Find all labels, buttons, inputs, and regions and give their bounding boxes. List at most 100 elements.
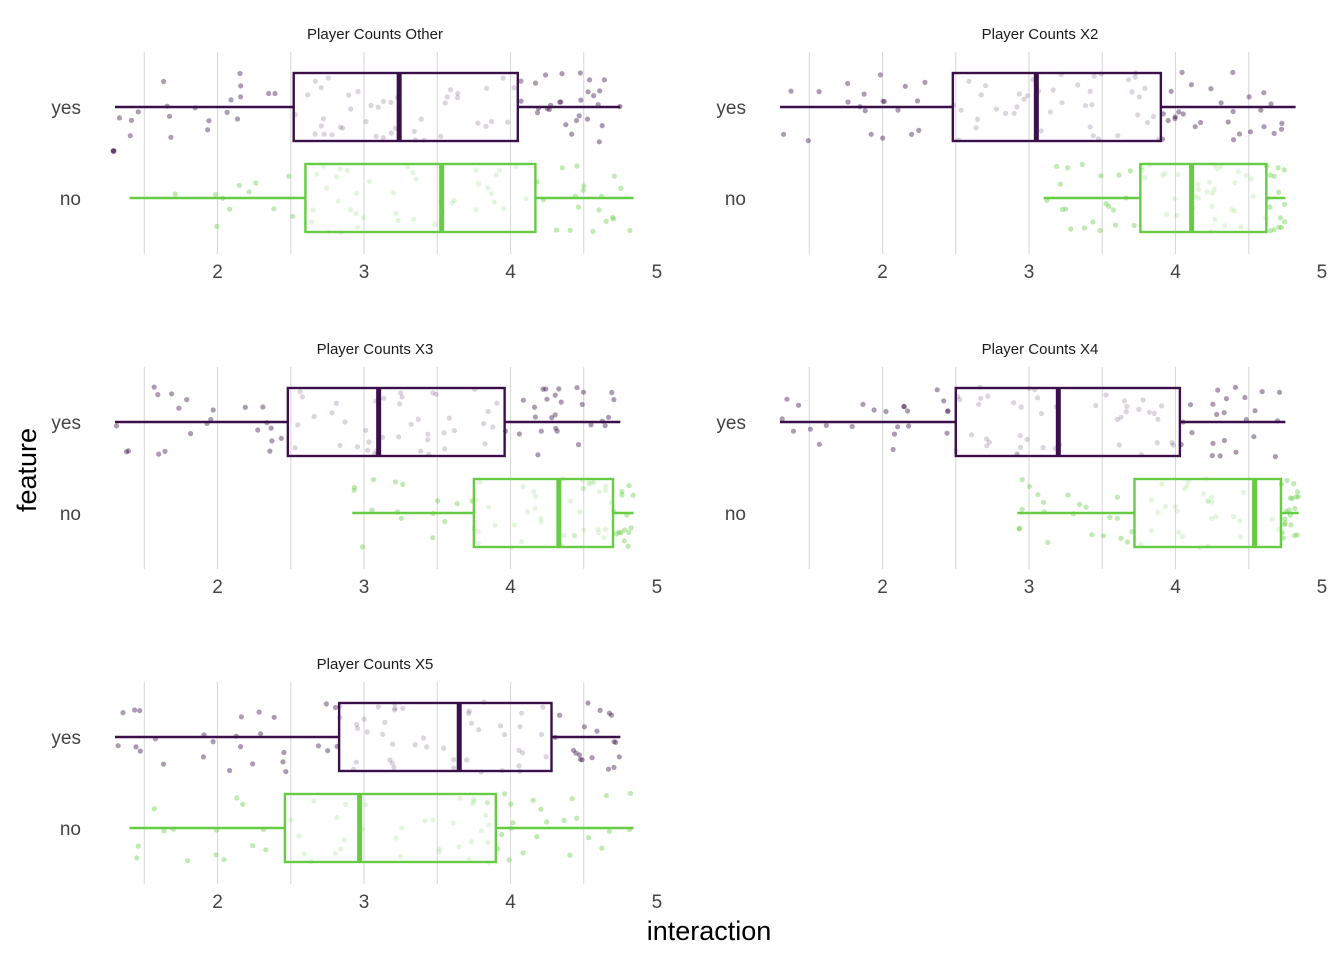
data-point	[914, 98, 921, 104]
data-point	[486, 504, 492, 510]
data-point	[493, 172, 499, 178]
data-point	[984, 443, 990, 449]
data-point	[1089, 532, 1095, 538]
x-tick-label: 5	[1317, 577, 1328, 598]
data-point	[415, 416, 421, 422]
data-point	[305, 92, 311, 98]
data-point	[1011, 110, 1017, 116]
data-point	[1209, 203, 1215, 209]
data-point	[574, 385, 580, 391]
data-point	[392, 125, 398, 131]
data-point	[602, 423, 608, 429]
box-no	[129, 162, 634, 236]
data-point	[1209, 494, 1215, 500]
data-point	[420, 735, 427, 741]
y-category-label: yes	[51, 413, 81, 434]
data-point	[984, 436, 990, 442]
data-point	[1278, 126, 1285, 132]
data-point	[1103, 201, 1109, 207]
data-point	[619, 492, 625, 498]
data-point	[381, 395, 387, 401]
data-point	[591, 93, 597, 99]
data-point	[329, 410, 335, 416]
data-point	[366, 439, 372, 445]
data-point	[250, 761, 256, 767]
data-point	[485, 408, 491, 415]
data-point	[619, 488, 625, 495]
box-no	[351, 476, 636, 551]
data-point	[227, 767, 233, 774]
data-point	[1215, 387, 1221, 393]
data-point	[860, 401, 866, 407]
x-tick-label: 4	[1170, 577, 1181, 598]
data-point	[1135, 112, 1141, 118]
data-point	[531, 489, 537, 495]
data-point	[1275, 165, 1281, 171]
data-point	[1206, 179, 1212, 185]
data-point	[1063, 206, 1069, 212]
data-point	[1170, 442, 1176, 448]
data-point	[1276, 389, 1283, 395]
data-point	[120, 710, 126, 716]
data-point	[540, 386, 546, 392]
data-point	[518, 78, 524, 84]
data-point	[1016, 525, 1022, 532]
data-point	[490, 424, 496, 430]
data-point	[1268, 101, 1274, 107]
data-point	[160, 761, 167, 767]
data-point	[553, 425, 559, 431]
data-point	[1089, 102, 1095, 108]
data-point	[1279, 120, 1285, 126]
data-point	[213, 852, 219, 858]
data-point	[321, 131, 327, 137]
data-point	[1282, 520, 1288, 526]
data-point	[1113, 222, 1119, 228]
data-point	[1176, 109, 1182, 115]
box-iqr	[1133, 477, 1283, 549]
data-point	[589, 755, 595, 761]
data-point	[1271, 130, 1277, 136]
data-point	[1098, 173, 1104, 179]
data-point	[184, 397, 190, 403]
x-tick-label: 4	[505, 577, 516, 598]
data-point	[626, 529, 632, 536]
data-point	[993, 106, 1000, 112]
data-point	[542, 72, 549, 78]
data-point	[1258, 107, 1264, 113]
data-point	[1242, 394, 1248, 401]
data-point	[895, 107, 901, 113]
data-point	[334, 814, 340, 821]
data-point	[1065, 165, 1071, 171]
x-tick-label: 3	[1024, 262, 1035, 283]
data-point	[1150, 113, 1157, 120]
data-point	[263, 847, 269, 853]
data-point	[397, 853, 404, 860]
data-point	[484, 800, 490, 806]
data-point	[497, 723, 504, 729]
data-point	[1222, 223, 1228, 229]
data-point	[410, 169, 416, 175]
data-point	[134, 855, 140, 861]
data-point	[176, 405, 182, 411]
data-point	[354, 190, 360, 196]
data-point	[1187, 402, 1194, 408]
data-point	[868, 131, 874, 137]
data-point	[369, 507, 375, 513]
data-point	[543, 754, 549, 760]
data-point	[494, 400, 500, 406]
data-point	[266, 90, 272, 97]
data-point	[1291, 481, 1297, 487]
data-point	[368, 102, 374, 109]
data-point	[137, 748, 143, 754]
box-no	[129, 790, 634, 865]
data-point	[476, 727, 482, 733]
data-point	[881, 98, 888, 105]
data-point	[500, 206, 507, 212]
data-point	[476, 181, 482, 187]
data-point	[1200, 491, 1207, 497]
data-point	[375, 104, 381, 110]
data-point	[430, 817, 436, 823]
data-point	[535, 452, 541, 458]
panel-1: Player Counts Other 2 3 4 5 yes no	[51, 26, 662, 283]
